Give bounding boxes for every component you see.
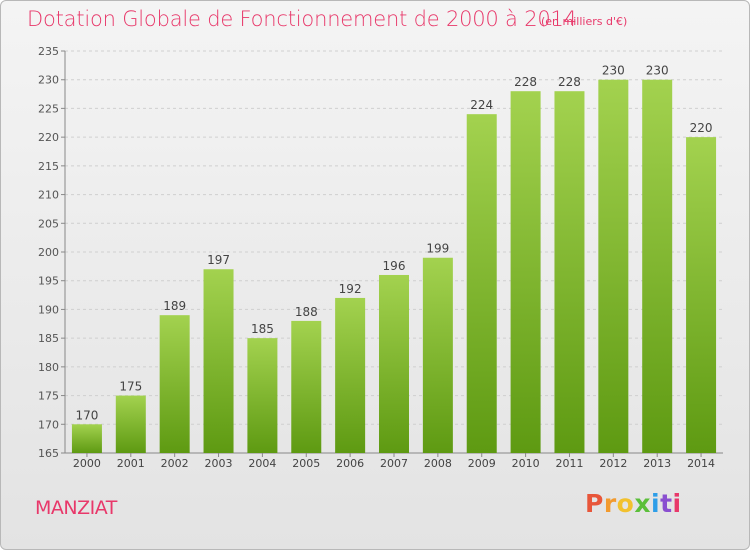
value-label: 199 [426, 242, 449, 256]
logo-letter: r [603, 489, 617, 518]
value-label: 185 [251, 322, 274, 336]
x-tick-label: 2005 [292, 457, 320, 470]
logo-letter: o [616, 489, 635, 518]
x-tick-label: 2007 [380, 457, 408, 470]
logo-letter: i [651, 489, 661, 518]
y-tick-label: 235 [38, 45, 59, 58]
logo-letter: P [585, 489, 604, 518]
value-label: 196 [383, 259, 406, 273]
x-tick-label: 2008 [424, 457, 452, 470]
x-tick-label: 2009 [468, 457, 496, 470]
bar [554, 91, 585, 453]
x-tick-label: 2001 [117, 457, 145, 470]
y-tick-label: 215 [38, 160, 59, 173]
y-tick-label: 200 [38, 246, 59, 259]
bar [598, 79, 629, 453]
bar [247, 338, 278, 453]
value-label: 220 [690, 121, 713, 135]
bar [115, 395, 146, 453]
value-label: 175 [119, 380, 142, 394]
bar [159, 315, 190, 453]
x-tick-label: 2000 [73, 457, 101, 470]
y-tick-label: 230 [38, 74, 59, 87]
proxiti-logo[interactable]: Proxiti [585, 489, 682, 518]
bar [291, 320, 322, 453]
y-tick-label: 185 [38, 332, 59, 345]
bars [71, 79, 717, 454]
y-tick-label: 195 [38, 275, 59, 288]
y-tick-label: 165 [38, 447, 59, 460]
bar [203, 269, 234, 453]
value-label: 170 [75, 408, 98, 422]
x-tick-label: 2002 [161, 457, 189, 470]
value-label: 228 [558, 75, 581, 89]
commune-name: MANZIAT [35, 497, 117, 519]
y-tick-label: 205 [38, 217, 59, 230]
bar [466, 114, 497, 454]
chart-title: Dotation Globale de Fonctionnement de 20… [27, 7, 577, 31]
logo-letter: x [634, 489, 651, 518]
y-tick-label: 180 [38, 361, 59, 374]
bar [510, 91, 541, 453]
value-label: 224 [470, 98, 493, 112]
y-tick-label: 210 [38, 189, 59, 202]
bar [422, 257, 453, 453]
value-label: 189 [163, 299, 186, 313]
logo-letter: t [660, 489, 673, 518]
logo-letter: i [672, 489, 682, 518]
value-label: 230 [602, 64, 625, 78]
y-tick-label: 220 [38, 131, 59, 144]
chart-subtitle: (en milliers d'€) [541, 15, 628, 28]
x-tick-label: 2012 [599, 457, 627, 470]
x-tick-label: 2003 [205, 457, 233, 470]
y-tick-label: 225 [38, 102, 59, 115]
y-tick-label: 170 [38, 418, 59, 431]
value-label: 228 [514, 75, 537, 89]
value-label: 230 [646, 64, 669, 78]
y-tick-label: 190 [38, 303, 59, 316]
x-tick-label: 2006 [336, 457, 364, 470]
labels: 170 175 189 197 185 188 192 196 199 224 228 228 230 2… [75, 64, 712, 423]
bar [686, 137, 717, 453]
bar [642, 79, 673, 453]
value-label: 188 [295, 305, 318, 319]
bar [379, 274, 409, 453]
value-label: 192 [339, 282, 362, 296]
value-label: 197 [207, 253, 230, 267]
bar [71, 424, 102, 453]
x-tick-label: 2013 [643, 457, 671, 470]
x-tick-label: 2010 [512, 457, 540, 470]
bar [335, 297, 366, 453]
x-tick-label: 2014 [687, 457, 715, 470]
y-tick-label: 175 [38, 390, 59, 403]
x-tick-label: 2011 [555, 457, 583, 470]
x-tick-label: 2004 [248, 457, 276, 470]
